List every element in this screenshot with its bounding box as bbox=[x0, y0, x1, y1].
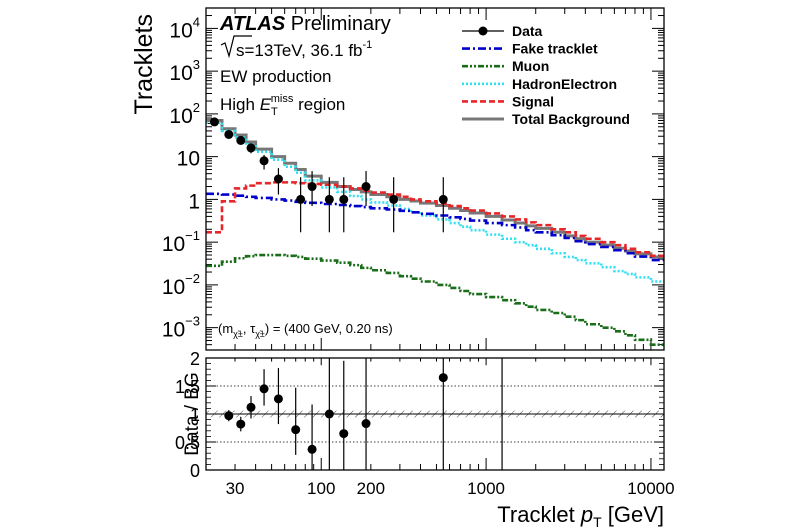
ratio-uncertainty-band bbox=[206, 385, 664, 443]
legend-label: Total Background bbox=[512, 111, 630, 127]
data-points bbox=[209, 117, 448, 233]
main-axis-ticks bbox=[205, 7, 664, 351]
data-point bbox=[209, 117, 219, 127]
ratio-point bbox=[291, 425, 301, 435]
y-tick-label: 104 bbox=[169, 14, 200, 42]
production-label: EW production bbox=[220, 67, 332, 86]
y-tick-label: 10−1 bbox=[162, 228, 200, 256]
legend-entry-signal: Signal bbox=[462, 93, 554, 109]
legend-entry-muon: Muon bbox=[462, 58, 549, 74]
ratio-plot-panel: 0 0.5 1 1.5 2 bbox=[175, 349, 665, 481]
y-tick-label: 103 bbox=[169, 57, 200, 85]
ratio-point bbox=[339, 429, 349, 439]
ratio-y-tick-labels: 0 0.5 1 1.5 2 bbox=[175, 349, 200, 481]
y-tick-label: 10−3 bbox=[162, 314, 200, 342]
main-plot-frame bbox=[205, 7, 665, 351]
series-fake-tracklet bbox=[206, 192, 664, 262]
atlas-label: ATLAS Preliminary bbox=[219, 13, 391, 35]
y-tick-label: 1 bbox=[188, 190, 200, 213]
ratio-point bbox=[438, 373, 448, 383]
plot-annotations: ATLAS Preliminary s=13TeV, 36.1 fb-1 EW … bbox=[218, 13, 393, 339]
legend-label: Fake tracklet bbox=[512, 41, 598, 57]
legend-entry-total-background: Total Background bbox=[462, 111, 630, 127]
series-muon bbox=[206, 253, 664, 346]
series-total-background bbox=[206, 119, 664, 259]
svg-text:s=13TeV, 36.1 fb-1: s=13TeV, 36.1 fb-1 bbox=[236, 39, 372, 60]
data-point bbox=[236, 135, 246, 145]
x-tick-label: 100 bbox=[307, 479, 335, 498]
x-tick-label: 30 bbox=[226, 479, 245, 498]
ratio-point bbox=[324, 409, 334, 419]
ratio-points bbox=[224, 358, 503, 470]
legend-marker bbox=[478, 26, 488, 36]
ratio-point bbox=[273, 394, 283, 404]
data-point bbox=[361, 182, 371, 192]
x-tick-labels: 30 100 200 1000 10000 bbox=[226, 479, 675, 498]
ratio-y-axis-title: Data / BG bbox=[182, 372, 203, 455]
ratio-point bbox=[246, 402, 256, 412]
data-point bbox=[339, 194, 349, 204]
region-label: High ETmiss region bbox=[220, 93, 345, 118]
legend-label: Muon bbox=[512, 58, 549, 74]
ratio-y-tick-label: 0 bbox=[190, 461, 200, 481]
data-point bbox=[438, 194, 448, 204]
ratio-point bbox=[259, 384, 269, 394]
legend-entry-hadronelectron: HadronElectron bbox=[462, 76, 617, 92]
ratio-point bbox=[361, 419, 371, 429]
data-point bbox=[296, 194, 306, 204]
energy-lumi-label: s=13TeV, 36.1 fb-1 bbox=[220, 35, 372, 60]
data-point bbox=[324, 194, 334, 204]
x-tick-label: 10000 bbox=[627, 479, 674, 498]
y-tick-label: 10−2 bbox=[162, 271, 200, 299]
data-point bbox=[273, 174, 283, 184]
legend-label: Data bbox=[512, 23, 543, 39]
x-axis-title: Tracklet pT [GeV] bbox=[497, 502, 664, 530]
legend-label: Signal bbox=[512, 93, 554, 109]
ratio-point bbox=[236, 419, 246, 429]
ratio-point bbox=[224, 411, 234, 421]
ratio-y-tick-label: 0.5 bbox=[175, 433, 200, 453]
ratio-y-tick-label: 1 bbox=[190, 405, 200, 425]
ratio-y-tick-label: 1.5 bbox=[175, 377, 200, 397]
series-signal bbox=[206, 181, 664, 258]
legend-entry-fake-tracklet: Fake tracklet bbox=[462, 41, 598, 57]
data-point bbox=[246, 143, 256, 153]
data-point bbox=[224, 129, 234, 139]
data-point bbox=[259, 156, 269, 166]
legend-label: HadronElectron bbox=[512, 76, 617, 92]
y-tick-label: 10 bbox=[177, 148, 200, 171]
data-point bbox=[307, 182, 317, 192]
model-point-label: (mχ̃±, τχ̃±) = (400 GeV, 0.20 ns) bbox=[218, 321, 393, 339]
legend-entry-data: Data bbox=[462, 23, 543, 39]
ratio-y-tick-label: 2 bbox=[190, 349, 200, 369]
x-tick-label: 1000 bbox=[467, 479, 505, 498]
y-axis-title: Tracklets bbox=[130, 14, 158, 114]
ratio-plot-frame bbox=[205, 357, 665, 471]
y-tick-label: 102 bbox=[169, 100, 200, 128]
background-histograms bbox=[206, 119, 664, 346]
series-hadronelectron bbox=[206, 121, 664, 283]
data-point bbox=[389, 194, 399, 204]
ratio-point bbox=[307, 444, 317, 454]
x-tick-label: 200 bbox=[357, 479, 385, 498]
